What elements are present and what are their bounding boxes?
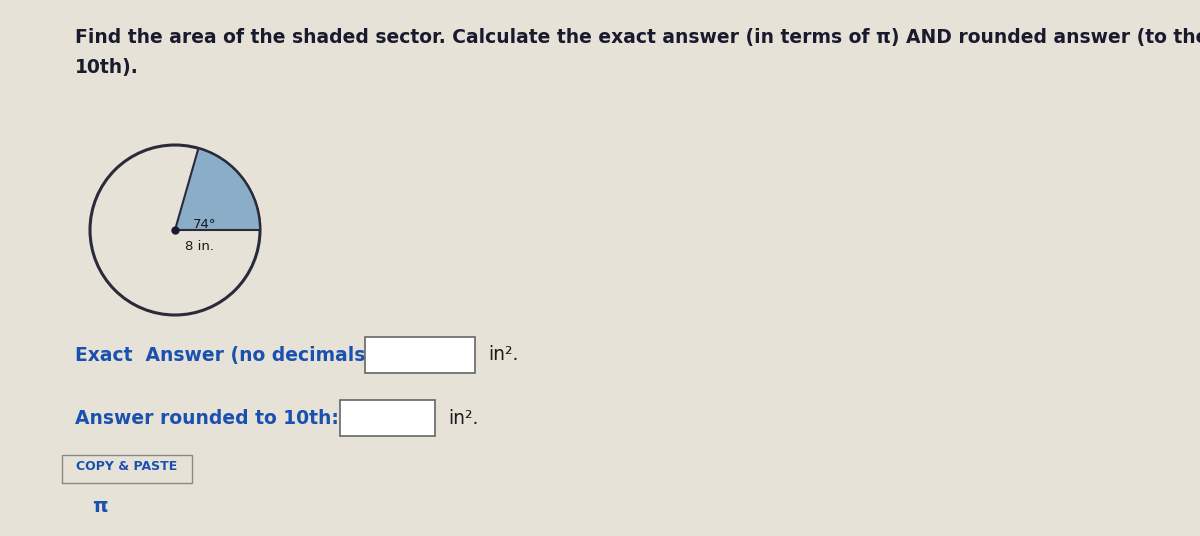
Text: 10th).: 10th).	[74, 58, 139, 77]
Text: 74°: 74°	[193, 218, 216, 231]
Text: Find the area of the shaded sector. Calculate the exact answer (in terms of π) A: Find the area of the shaded sector. Calc…	[74, 28, 1200, 47]
Text: Exact  Answer (no decimals):: Exact Answer (no decimals):	[74, 346, 382, 364]
Text: in².: in².	[448, 408, 479, 428]
Text: 8 in.: 8 in.	[185, 240, 214, 253]
Text: π: π	[92, 496, 108, 516]
Text: COPY & PASTE: COPY & PASTE	[77, 459, 178, 473]
Bar	[62, 455, 192, 483]
Bar	[365, 337, 475, 373]
Text: Answer rounded to 10th:: Answer rounded to 10th:	[74, 408, 338, 428]
Wedge shape	[175, 148, 260, 230]
Bar	[340, 400, 436, 436]
Text: in².: in².	[488, 346, 518, 364]
